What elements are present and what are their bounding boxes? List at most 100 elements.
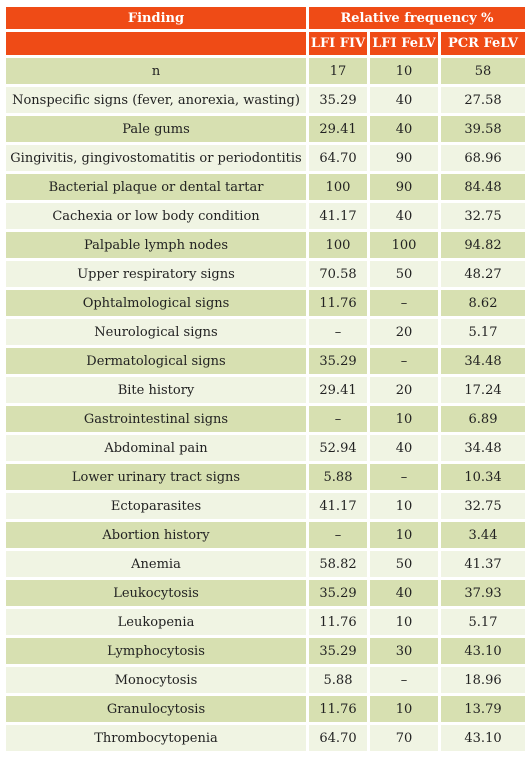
cell-lfi-felv: 40 — [370, 116, 438, 142]
cell-lfi-felv: 10 — [370, 696, 438, 722]
cell-pcr-felv: 5.17 — [441, 609, 526, 635]
cell-finding: Abdominal pain — [6, 435, 306, 461]
cell-pcr-felv: 32.75 — [441, 493, 526, 519]
cell-pcr-felv: 27.58 — [441, 87, 526, 113]
cell-lfi-felv: 40 — [370, 580, 438, 606]
cell-lfi-felv: 50 — [370, 261, 438, 287]
findings-table: Finding Relative frequency % LFI FIV LFI… — [3, 4, 526, 754]
cell-lfi-felv: – — [370, 464, 438, 490]
cell-finding: Lymphocytosis — [6, 638, 306, 664]
cell-lfi-felv: 30 — [370, 638, 438, 664]
cell-finding: Granulocytosis — [6, 696, 306, 722]
cell-lfi-fiv: 100 — [309, 174, 367, 200]
table-row: Dermatological signs 35.29–34.48 — [6, 348, 526, 374]
cell-lfi-felv: 100 — [370, 232, 438, 258]
cell-pcr-felv: 84.48 — [441, 174, 526, 200]
cell-finding: Anemia — [6, 551, 306, 577]
table-row: Leukocytosis 35.29 40 37.93 — [6, 580, 526, 606]
cell-lfi-fiv: 100 — [309, 232, 367, 258]
table-row: Bite history 29.41 20 17.24 — [6, 377, 526, 403]
cell-lfi-fiv: 29.41 — [309, 116, 367, 142]
cell-finding: Gingivitis, gingivostomatitis or periodo… — [6, 145, 306, 171]
table-row: Neurological signs –20 5.17 — [6, 319, 526, 345]
cell-pcr-felv: 34.48 — [441, 348, 526, 374]
cell-lfi-felv: 10 — [370, 522, 438, 548]
table-row: Ectoparasites 41.17 10 32.75 — [6, 493, 526, 519]
cell-pcr-felv: 43.10 — [441, 638, 526, 664]
cell-lfi-felv: 50 — [370, 551, 438, 577]
cell-finding: Upper respiratory signs — [6, 261, 306, 287]
cell-pcr-felv: 94.82 — [441, 232, 526, 258]
cell-lfi-felv: 40 — [370, 435, 438, 461]
table-row: Granulocytosis 11.76 10 13.79 — [6, 696, 526, 722]
cell-lfi-felv: 20 — [370, 377, 438, 403]
cell-pcr-felv: 10.34 — [441, 464, 526, 490]
cell-lfi-fiv: 58.82 — [309, 551, 367, 577]
cell-pcr-felv: 48.27 — [441, 261, 526, 287]
cell-finding: Nonspecific signs (fever, anorexia, wast… — [6, 87, 306, 113]
cell-pcr-felv: 43.10 — [441, 725, 526, 751]
cell-lfi-fiv: 11.76 — [309, 609, 367, 635]
cell-lfi-fiv: 35.29 — [309, 348, 367, 374]
cell-lfi-fiv: 52.94 — [309, 435, 367, 461]
cell-lfi-fiv: 41.17 — [309, 493, 367, 519]
cell-lfi-fiv: 64.70 — [309, 145, 367, 171]
cell-finding: Leukopenia — [6, 609, 306, 635]
cell-lfi-felv: 90 — [370, 174, 438, 200]
cell-finding: Bacterial plaque or dental tartar — [6, 174, 306, 200]
cell-pcr-felv: 8.62 — [441, 290, 526, 316]
cell-pcr-felv: 5.17 — [441, 319, 526, 345]
cell-pcr-felv: 39.58 — [441, 116, 526, 142]
cell-finding: Dermatological signs — [6, 348, 306, 374]
cell-lfi-felv: 20 — [370, 319, 438, 345]
cell-finding: Palpable lymph nodes — [6, 232, 306, 258]
cell-finding: Lower urinary tract signs — [6, 464, 306, 490]
cell-pcr-felv: 13.79 — [441, 696, 526, 722]
cell-lfi-felv: 40 — [370, 87, 438, 113]
finding-subheader-blank — [6, 32, 306, 55]
table-row: Abdominal pain 52.94 40 34.48 — [6, 435, 526, 461]
cell-pcr-felv: 3.44 — [441, 522, 526, 548]
cell-lfi-fiv: 5.88 — [309, 667, 367, 693]
cell-finding: Neurological signs — [6, 319, 306, 345]
cell-pcr-felv: 17.24 — [441, 377, 526, 403]
table-row: Cachexia or low body condition 41.17 40 32.… — [6, 203, 526, 229]
cell-lfi-fiv: 35.29 — [309, 580, 367, 606]
cell-finding: Pale gums — [6, 116, 306, 142]
cell-finding: Ectoparasites — [6, 493, 306, 519]
cell-lfi-felv: 70 — [370, 725, 438, 751]
cell-lfi-fiv: 11.76 — [309, 290, 367, 316]
table-row: n 17 10 58 — [6, 58, 526, 84]
table-body: n 17 10 58 Nonspecific signs (fever, anorexi… — [6, 58, 526, 751]
table-row: Abortion history –10 3.44 — [6, 522, 526, 548]
cell-lfi-fiv: 29.41 — [309, 377, 367, 403]
cell-lfi-fiv: 5.88 — [309, 464, 367, 490]
table-row: Lymphocytosis 35.29 30 43.10 — [6, 638, 526, 664]
table-row: Palpable lymph nodes 100 100 94.82 — [6, 232, 526, 258]
cell-lfi-felv: – — [370, 348, 438, 374]
table-row: Monocytosis 5.88–18.96 — [6, 667, 526, 693]
subheader-row: LFI FIV LFI FeLV PCR FeLV — [6, 32, 526, 55]
table-row: Pale gums 29.41 40 39.58 — [6, 116, 526, 142]
cell-lfi-felv: – — [370, 667, 438, 693]
cell-lfi-fiv: 11.76 — [309, 696, 367, 722]
cell-lfi-felv: 10 — [370, 58, 438, 84]
cell-lfi-felv: – — [370, 290, 438, 316]
cell-finding: Monocytosis — [6, 667, 306, 693]
col-header-lfi-felv: LFI FeLV — [370, 32, 438, 55]
table-row: Leukopenia 11.76 10 5.17 — [6, 609, 526, 635]
col-header-pcr-felv: PCR FeLV — [441, 32, 526, 55]
cell-lfi-felv: 10 — [370, 609, 438, 635]
table-row: Nonspecific signs (fever, anorexia, wast… — [6, 87, 526, 113]
cell-pcr-felv: 18.96 — [441, 667, 526, 693]
cell-finding: Gastrointestinal signs — [6, 406, 306, 432]
cell-finding: Bite history — [6, 377, 306, 403]
finding-header: Finding — [6, 7, 306, 29]
cell-lfi-fiv: 35.29 — [309, 638, 367, 664]
table-row: Upper respiratory signs 70.58 50 48.27 — [6, 261, 526, 287]
cell-pcr-felv: 32.75 — [441, 203, 526, 229]
cell-lfi-fiv: – — [309, 406, 367, 432]
cell-pcr-felv: 37.93 — [441, 580, 526, 606]
cell-pcr-felv: 58 — [441, 58, 526, 84]
cell-lfi-felv: 10 — [370, 493, 438, 519]
